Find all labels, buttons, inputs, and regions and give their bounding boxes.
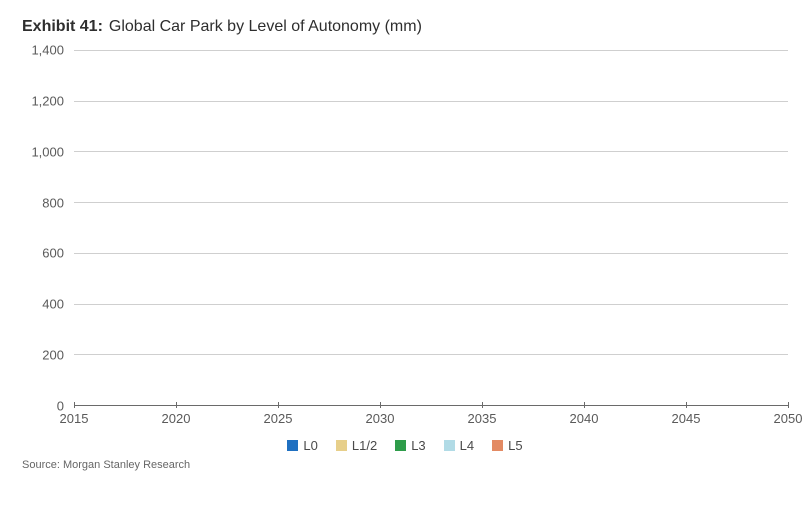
legend-item-L0: L0 bbox=[287, 438, 317, 453]
gridline bbox=[74, 101, 788, 102]
gridline bbox=[74, 151, 788, 152]
x-tick-mark bbox=[686, 402, 687, 408]
x-tick-mark bbox=[176, 402, 177, 408]
chart-title: Exhibit 41: Global Car Park by Level of … bbox=[22, 18, 788, 36]
x-tick-label: 2035 bbox=[468, 411, 497, 426]
legend-swatch bbox=[395, 440, 406, 451]
gridline bbox=[74, 202, 788, 203]
legend: L0 L1/2 L3 L4 L5 bbox=[22, 438, 788, 453]
x-tick-mark bbox=[482, 402, 483, 408]
x-tick-label: 2030 bbox=[366, 411, 395, 426]
legend-swatch bbox=[444, 440, 455, 451]
legend-item-L3: L3 bbox=[395, 438, 425, 453]
x-tick-label: 2050 bbox=[774, 411, 803, 426]
legend-item-L4: L4 bbox=[444, 438, 474, 453]
chart: 02004006008001,0001,2001,400 20152020202… bbox=[22, 50, 788, 430]
y-tick-label: 200 bbox=[42, 348, 64, 363]
legend-swatch bbox=[492, 440, 503, 451]
gridline bbox=[74, 304, 788, 305]
bars bbox=[74, 50, 788, 405]
y-axis: 02004006008001,0001,2001,400 bbox=[22, 50, 70, 406]
legend-label: L3 bbox=[411, 438, 425, 453]
x-tick-label: 2020 bbox=[162, 411, 191, 426]
x-tick-mark bbox=[74, 402, 75, 408]
legend-label: L1/2 bbox=[352, 438, 377, 453]
source-line: Source: Morgan Stanley Research bbox=[22, 459, 788, 471]
y-tick-label: 1,400 bbox=[31, 43, 64, 58]
x-axis: 20152020202520302035204020452050 bbox=[74, 408, 788, 430]
x-tick-mark bbox=[278, 402, 279, 408]
x-tick-label: 2025 bbox=[264, 411, 293, 426]
y-tick-label: 1,200 bbox=[31, 93, 64, 108]
y-tick-label: 800 bbox=[42, 195, 64, 210]
gridline bbox=[74, 354, 788, 355]
legend-label: L0 bbox=[303, 438, 317, 453]
x-tick-label: 2045 bbox=[672, 411, 701, 426]
title-text: Global Car Park by Level of Autonomy (mm… bbox=[109, 18, 422, 36]
legend-item-L1_2: L1/2 bbox=[336, 438, 377, 453]
x-tick-mark bbox=[380, 402, 381, 408]
x-tick-mark bbox=[788, 402, 789, 408]
legend-swatch bbox=[287, 440, 298, 451]
title-prefix: Exhibit 41: bbox=[22, 18, 103, 36]
gridline bbox=[74, 50, 788, 51]
legend-label: L5 bbox=[508, 438, 522, 453]
legend-swatch bbox=[336, 440, 347, 451]
legend-item-L5: L5 bbox=[492, 438, 522, 453]
x-tick-label: 2040 bbox=[570, 411, 599, 426]
gridline bbox=[74, 253, 788, 254]
x-tick-mark bbox=[584, 402, 585, 408]
x-tick-label: 2015 bbox=[60, 411, 89, 426]
y-tick-label: 400 bbox=[42, 297, 64, 312]
y-tick-label: 600 bbox=[42, 246, 64, 261]
y-tick-label: 1,000 bbox=[31, 144, 64, 159]
plot-area bbox=[74, 50, 788, 406]
legend-label: L4 bbox=[460, 438, 474, 453]
